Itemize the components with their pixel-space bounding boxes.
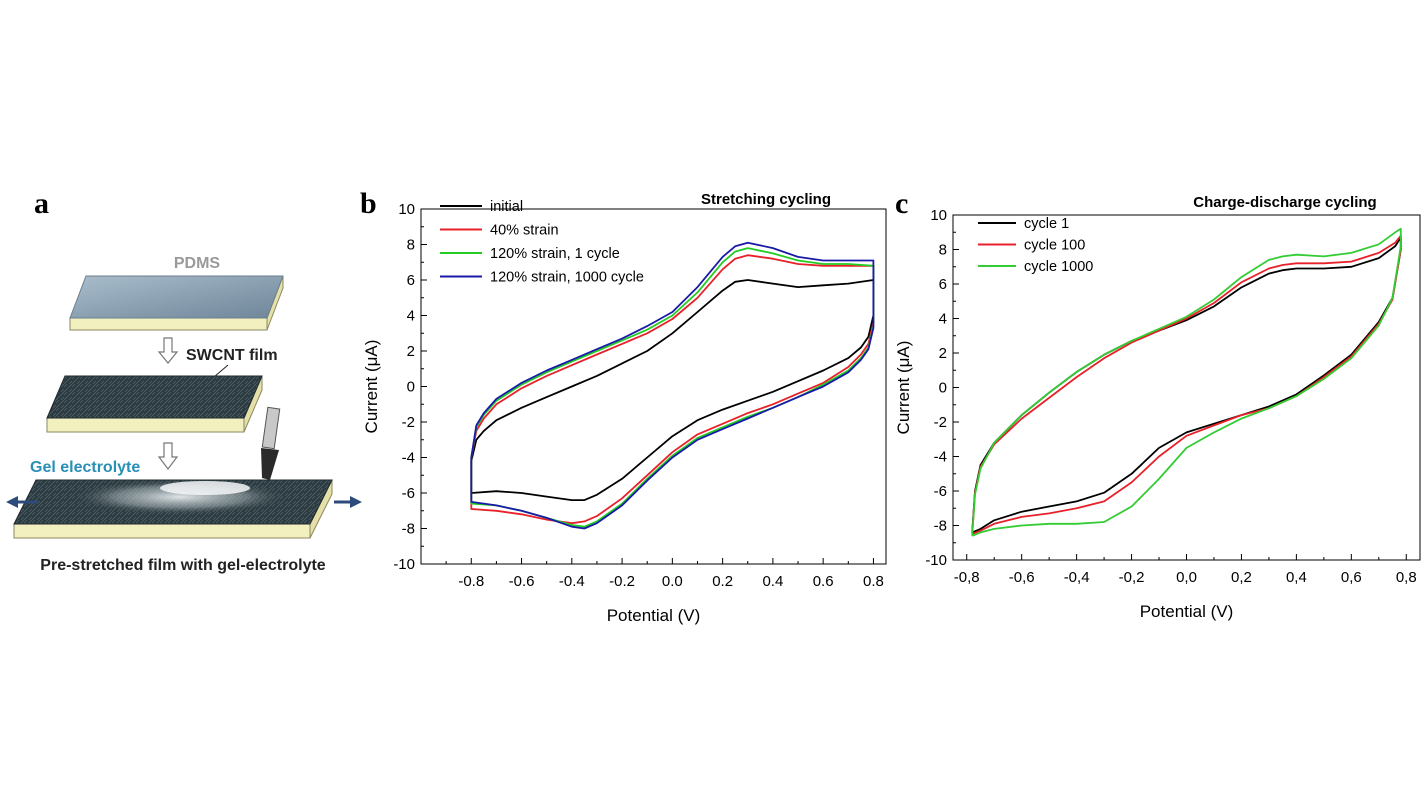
chart-c-ytick-label: 8 — [939, 242, 947, 259]
chart-c-xlabel: Potential (V) — [1140, 602, 1234, 621]
chart-b-legend-label: 40% strain — [490, 223, 559, 239]
chart-c-ytick-label: -8 — [934, 518, 947, 535]
chart-c-ytick-label: 6 — [939, 276, 947, 293]
swcnt-pointer — [213, 364, 229, 378]
chart-c-ytick-label: 4 — [939, 311, 947, 328]
chart-c-xtick-label: -0,4 — [1064, 569, 1090, 586]
chart-b-xtick-label: 0.0 — [662, 573, 683, 590]
panel-a-caption: Pre-stretched film with gel-electrolyte — [40, 557, 326, 574]
chart-b-ytick-label: 10 — [398, 201, 415, 218]
chart-b-xtick-label: 0.2 — [712, 573, 733, 590]
chart-c-ytick-label: 2 — [939, 345, 947, 362]
chart-c-legend-label: cycle 1000 — [1024, 259, 1093, 275]
chart-b-ytick-label: 4 — [407, 308, 415, 325]
chart-b-ytick-label: -4 — [402, 450, 415, 467]
chart-b-ytick-label: 2 — [407, 343, 415, 360]
chart-b-series-4-line — [470, 241, 875, 530]
panel-b: b -10 -8 -6 -4 -2 0 2 4 6 8 10 -0.8 -0.6 -0.4 -0.2 0.0 0… — [360, 187, 887, 625]
swcnt-layer — [46, 375, 263, 433]
chart-charge-discharge-cycling: -10 -8 -6 -4 -2 0 2 4 6 8 10 -0,8 -0,6 -0,4 -0,2 0,0 0,2… — [894, 194, 1421, 621]
swcnt-label: SWCNT film — [186, 347, 278, 364]
chart-b-xtick-label: 0.8 — [863, 573, 884, 590]
chart-c-ytick-label: -10 — [925, 552, 947, 569]
chart-c-xtick-label: 0,2 — [1231, 569, 1252, 586]
chart-c-ylabel: Current (μA) — [894, 341, 913, 435]
stretched-film-layer — [13, 479, 333, 539]
chart-c-xtick-label: -0,6 — [1009, 569, 1035, 586]
chart-c-series-3-line — [971, 227, 1402, 537]
chart-b-xtick-label: 0.4 — [762, 573, 783, 590]
chart-c-ytick-label: 0 — [939, 380, 947, 397]
chart-b-xtick-label: 0.6 — [813, 573, 834, 590]
chart-b-legend-label: 120% strain, 1 cycle — [490, 246, 620, 262]
chart-c-ytick-label: -2 — [934, 414, 947, 431]
chart-c-ytick-label: 10 — [930, 207, 947, 224]
chart-c-legend-label: cycle 100 — [1024, 238, 1085, 254]
chart-b-ytick-label: 6 — [407, 272, 415, 289]
chart-b-xtick-label: -0.4 — [559, 573, 585, 590]
chart-b-xtick-label: -0.6 — [509, 573, 535, 590]
stretch-right-arrow-icon — [334, 496, 362, 508]
chart-c-xtick-label: -0,8 — [954, 569, 980, 586]
chart-b-title: Stretching cycling — [701, 191, 831, 208]
chart-b-ytick-label: 0 — [407, 379, 415, 396]
chart-b-ytick-label: 8 — [407, 237, 415, 254]
pdms-label: PDMS — [174, 255, 221, 272]
chart-c-legend-label: cycle 1 — [1024, 216, 1069, 232]
chart-c-series-2-line — [971, 234, 1402, 535]
chart-c-ytick-label: -4 — [934, 449, 947, 466]
down-arrow-icon — [157, 442, 179, 470]
panel-a-letter: a — [34, 187, 49, 220]
chart-c-xtick-label: 0,6 — [1341, 569, 1362, 586]
stretch-left-arrow-icon — [6, 496, 38, 508]
chart-b-ytick-label: -2 — [402, 414, 415, 431]
chart-c-xtick-label: 0,0 — [1176, 569, 1197, 586]
down-arrow-icon — [157, 337, 179, 364]
chart-b-legend-label: initial — [490, 199, 523, 215]
panel-c-letter: c — [895, 187, 908, 220]
chart-c-ytick-label: -6 — [934, 483, 947, 500]
chart-c-xtick-label: 0,4 — [1286, 569, 1307, 586]
chart-b-legend-label: 120% strain, 1000 cycle — [490, 270, 644, 286]
chart-c-series-1-line — [971, 236, 1402, 534]
chart-b-xtick-label: -0.8 — [458, 573, 484, 590]
chart-b-ylabel: Current (μA) — [362, 340, 381, 434]
gel-electrolyte-label: Gel electrolyte — [30, 459, 140, 476]
chart-b-xlabel: Potential (V) — [607, 606, 701, 625]
panel-b-letter: b — [360, 187, 377, 220]
pipette-icon — [261, 406, 281, 480]
chart-b-xtick-label: -0.2 — [609, 573, 635, 590]
chart-b-ytick-label: -10 — [393, 556, 415, 573]
chart-b-ytick-label: -8 — [402, 521, 415, 538]
chart-b-ytick-label: -6 — [402, 485, 415, 502]
chart-c-xtick-label: 0,8 — [1396, 569, 1417, 586]
panel-a: a PDMS SWCNT film Gel electrolyt — [6, 187, 362, 574]
chart-stretching-cycling: -10 -8 -6 -4 -2 0 2 4 6 8 10 -0.8 -0.6 -0.4 -0.2 0.0 0.2… — [362, 191, 887, 625]
panel-c: c -10 -8 -6 -4 -2 0 2 4 6 8 10 -0,8 -0,6 -0,4 -0,2 0,0 0… — [894, 187, 1421, 621]
chart-c-title: Charge-discharge cycling — [1193, 194, 1376, 211]
pdms-layer — [69, 275, 284, 331]
chart-c-xtick-label: -0,2 — [1119, 569, 1145, 586]
